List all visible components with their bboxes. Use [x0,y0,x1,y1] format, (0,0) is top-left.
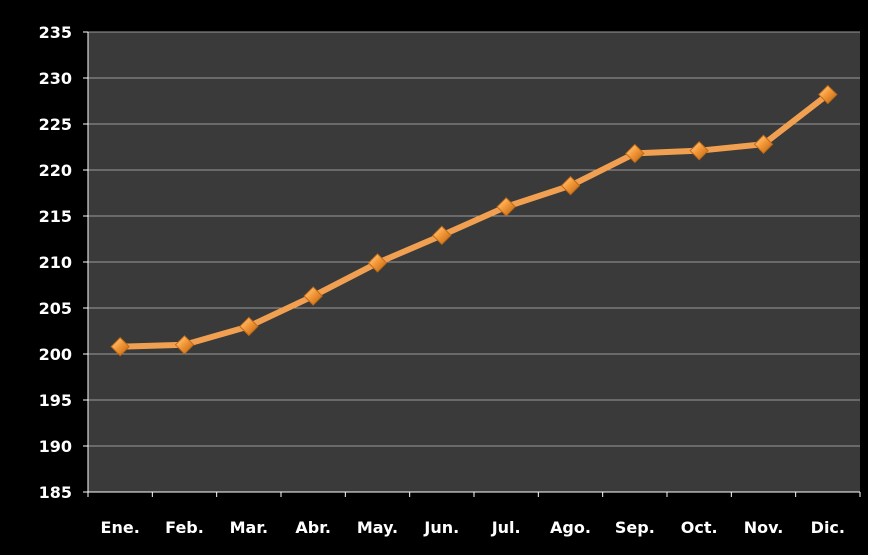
x-tick-label: Ago. [550,518,591,537]
series-line [117,91,831,350]
data-point-marker [818,84,838,105]
data-point-marker [367,253,388,273]
axes [83,31,861,497]
x-tick-label: Nov. [744,518,784,537]
series-layer [110,84,838,357]
y-tick-label: 185 [39,483,72,502]
x-tick-label: Feb. [165,518,204,537]
x-tick-label: Dic. [811,518,845,537]
data-point-marker [432,225,452,246]
data-point-marker [753,134,774,154]
data-point-marker [689,140,709,161]
data-point-marker [560,175,581,196]
y-tick-label: 230 [39,69,72,88]
x-tick-label: Sep. [615,518,655,537]
y-tick-label: 220 [39,161,72,180]
data-point-marker [174,335,195,355]
x-tick-label: Jul. [491,518,521,537]
x-tick-label: Jun. [423,518,459,537]
x-tick-label: May. [357,518,398,537]
y-tick-label: 235 [39,23,72,42]
x-tick-label: Abr. [295,518,331,537]
data-point-marker [625,143,645,164]
data-point-marker [239,316,259,337]
x-tick-label: Mar. [230,518,268,537]
x-tick-labels: Ene. Feb. Mar. Abr. May. Jun. Jul. Ago. Sep. Oct.… [101,518,845,537]
y-tick-label: 205 [39,299,72,318]
y-tick-label: 195 [39,391,72,410]
y-tick-label: 190 [39,437,72,456]
x-tick-label: Ene. [101,518,140,537]
x-tick-label: Oct. [681,518,718,537]
data-point-marker [496,197,516,217]
y-tick-label: 225 [39,115,72,134]
y-tick-label: 210 [39,253,72,272]
y-tick-label: 215 [39,207,72,226]
data-point-marker [303,286,323,306]
y-tick-labels: 185 190 195 200 205 210 215 220 225 230 235 [39,23,72,502]
y-tick-label: 200 [39,345,72,364]
gridlines [88,31,860,447]
data-point-marker [110,336,130,357]
